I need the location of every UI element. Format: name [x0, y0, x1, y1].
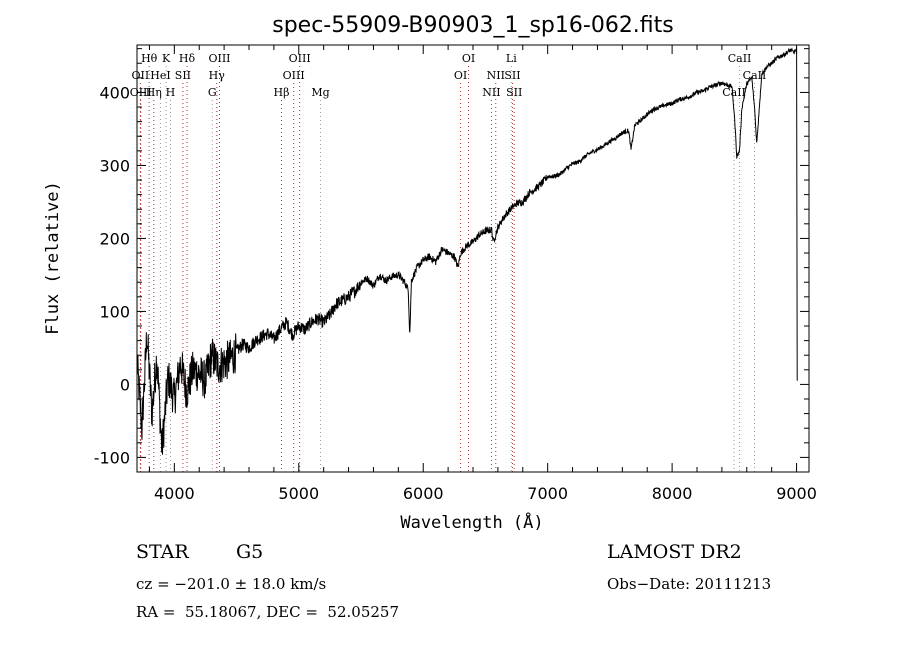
- spectral-line-label: Hγ: [209, 69, 226, 82]
- spectral-line-label: OIII: [289, 52, 311, 65]
- spectral-line-label: Hθ: [141, 52, 158, 65]
- spectral-line-label: K: [162, 52, 171, 65]
- spectral-line-label: OI: [454, 69, 467, 82]
- spectrum-line: [136, 47, 798, 455]
- spectral-line-label: OI: [462, 52, 475, 65]
- spectral-line-label: CaII: [722, 86, 746, 99]
- spectral-line-label: NII: [482, 86, 500, 99]
- spectral-line-label: NII: [487, 69, 505, 82]
- spectral-line-label: SII: [504, 69, 520, 82]
- x-tick-label: 4000: [154, 484, 195, 503]
- spectral-line-label: SII: [506, 86, 522, 99]
- y-tick-label: 300: [99, 156, 130, 175]
- spectral-line-label: Hβ: [274, 86, 290, 99]
- spectral-line-label: CaII: [743, 69, 767, 82]
- spectral-line-label: Hδ: [179, 52, 196, 65]
- coordinates: RA = 55.18067, DEC = 52.05257: [136, 603, 400, 621]
- spectral-line-label: SII: [175, 69, 191, 82]
- spectral-line-label: OIII: [208, 52, 230, 65]
- object-type: STAR: [136, 541, 189, 563]
- x-tick-label: 8000: [652, 484, 693, 503]
- spectral-line-label: Mg: [311, 86, 329, 99]
- chart-title: spec-55909-B90903_1_sp16-062.fits: [272, 13, 674, 38]
- spectrum-series: [136, 47, 798, 455]
- spectral-line-label: Hη: [146, 86, 162, 99]
- x-tick-label: 7000: [527, 484, 568, 503]
- survey-name: LAMOST DR2: [607, 541, 742, 563]
- redshift-text: cz = −201.0 ± 18.0 km/s: [136, 575, 327, 593]
- spectral-line-label: OII: [132, 69, 150, 82]
- object-subclass: G5: [236, 541, 264, 563]
- y-tick-label: -100: [94, 448, 130, 467]
- x-axis-label: Wavelength (Å): [400, 511, 543, 533]
- axes: 4000 5000 6000 7000 8000 9000 -100 0 100 200 300 40…: [94, 44, 817, 503]
- spectral-line-label: Li: [506, 52, 517, 65]
- y-axis-label: Flux (relative): [43, 181, 63, 335]
- spectral-line-label: OIII: [283, 69, 305, 82]
- spectral-line-label: HeI: [150, 69, 170, 82]
- spectral-line-label: G: [208, 86, 217, 99]
- y-tick-label: 400: [99, 83, 130, 102]
- x-tick-label: 9000: [776, 484, 817, 503]
- spectral-line-label: H: [166, 86, 176, 99]
- plot-frame: [136, 44, 810, 473]
- y-tick-label: 200: [99, 229, 130, 248]
- y-tick-label: 100: [99, 302, 130, 321]
- obs-date: Obs−Date: 20111213: [607, 575, 772, 593]
- spectral-line-label: CaII: [728, 52, 752, 65]
- x-tick-label: 6000: [403, 484, 444, 503]
- x-tick-label: 5000: [278, 484, 319, 503]
- y-tick-label: 0: [120, 375, 130, 394]
